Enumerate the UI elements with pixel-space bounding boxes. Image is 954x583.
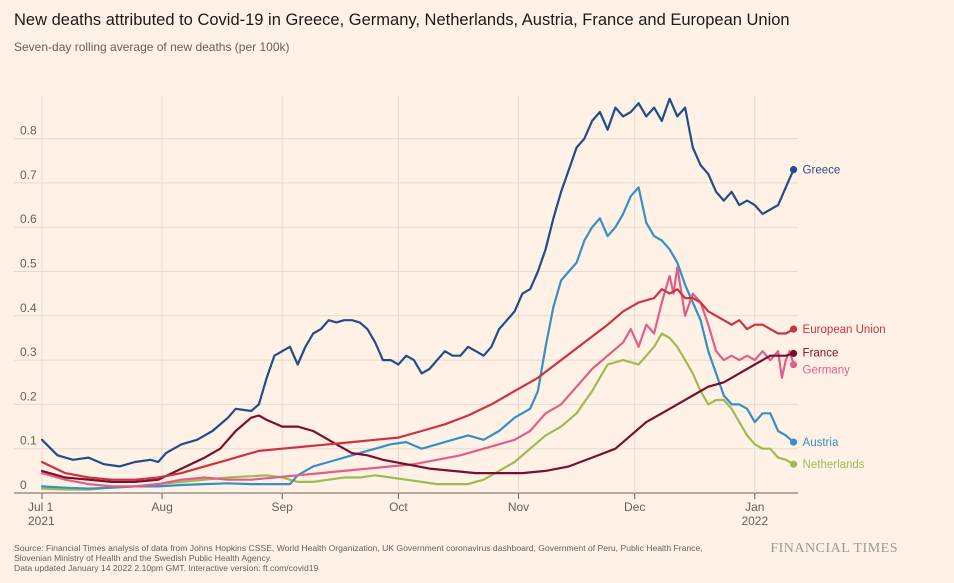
x-tick-label: Jul 1 <box>28 500 54 514</box>
series-line-greece <box>40 97 795 468</box>
series-line-germany <box>40 266 795 488</box>
y-tick-label: 0.1 <box>20 434 37 448</box>
x-tick-label: Oct <box>389 500 408 514</box>
series-label-european-union: European Union <box>803 324 886 336</box>
series-lines <box>40 97 795 491</box>
y-tick-label: 0 <box>20 478 27 492</box>
x-tick-label: Dec <box>624 500 645 514</box>
source-footer: Source: Financial Times analysis of data… <box>14 543 734 573</box>
y-tick-label: 0.6 <box>20 212 37 226</box>
x-tick-year-label: 2021 <box>28 514 55 528</box>
x-tick-year-label: 2022 <box>741 514 768 528</box>
y-tick-label: 0.4 <box>20 301 37 315</box>
series-line-netherlands <box>40 332 795 491</box>
x-tick-label: Sep <box>272 500 294 514</box>
grid-lines <box>14 96 798 494</box>
y-tick-label: 0.3 <box>20 345 37 359</box>
series-label-greece: Greece <box>803 165 841 177</box>
series-label-france: France <box>803 347 839 359</box>
ft-logo: FINANCIAL TIMES <box>770 541 898 556</box>
data-updated: Data updated January 14 2022 2.10pm GMT.… <box>14 563 319 573</box>
x-tick-label: Aug <box>151 500 172 514</box>
y-tick-label: 0.7 <box>20 168 37 182</box>
series-label-austria: Austria <box>803 437 839 449</box>
series-labels: Greece European Union France Germany Austria… <box>789 165 886 471</box>
y-tick-label: 0.5 <box>20 257 37 271</box>
end-marker-germany <box>789 360 798 369</box>
y-tick-label: 0.2 <box>20 389 37 403</box>
series-line-austria <box>40 186 795 490</box>
y-tick-label: 0.8 <box>20 124 37 138</box>
series-label-germany: Germany <box>803 365 851 377</box>
end-marker-european-union <box>789 325 798 333</box>
source-line-1: Source: Financial Times analysis of data… <box>14 543 703 553</box>
x-tick-label: Nov <box>508 500 529 514</box>
end-marker-france <box>789 349 798 358</box>
y-axis: 0 0.1 0.2 0.3 0.4 0.5 0.6 0.7 0.8 <box>20 124 37 492</box>
end-marker-greece <box>789 166 798 174</box>
series-label-netherlands: Netherlands <box>803 459 865 471</box>
series-line-france <box>40 352 795 483</box>
series-line-european-union <box>40 288 795 481</box>
source-line-2: Slovenian Ministry of Health and the Swe… <box>14 553 272 563</box>
chart-title: New deaths attributed to Covid-19 in Gre… <box>14 11 790 29</box>
chart-subtitle: Seven-day rolling average of new deaths … <box>14 40 290 54</box>
x-tick-label: Jan <box>745 500 764 514</box>
end-marker-netherlands <box>789 460 798 468</box>
end-marker-austria <box>789 438 798 446</box>
